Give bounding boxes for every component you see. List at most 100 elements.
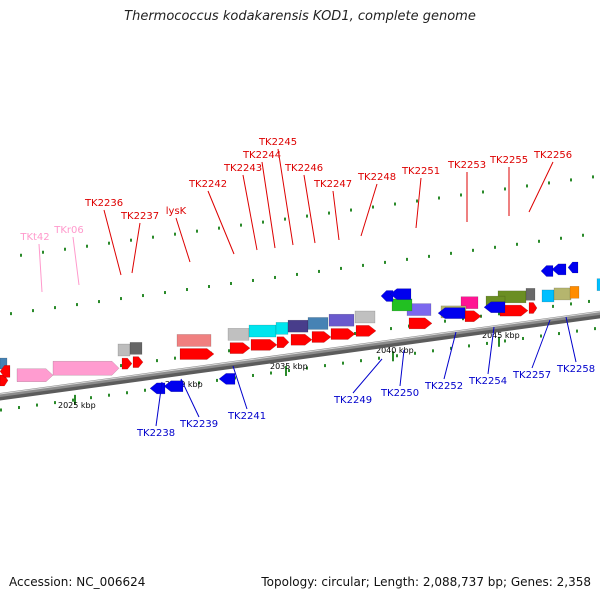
tick-minor — [270, 371, 272, 375]
forward-gene-arrow — [499, 304, 529, 317]
forward-gene-label: TK2236 — [84, 198, 123, 209]
tick-minor — [462, 317, 464, 321]
tick-minor — [306, 214, 308, 218]
leader-line — [528, 161, 554, 213]
tick-minor — [460, 193, 462, 197]
map-title: Thermococcus kodakarensis KOD1, complete… — [124, 9, 476, 24]
tick-minor — [396, 354, 398, 358]
gene-labels: TK2236 TK2237 lysK TK2242 TK2243 TK2244 TK2245… — [19, 137, 595, 439]
reverse-gene-label: TK2252 — [424, 381, 463, 392]
domain-box — [117, 343, 131, 357]
tick-minor — [570, 178, 572, 182]
tick-minor — [18, 406, 20, 410]
forward-gene-label: TK2246 — [284, 163, 323, 174]
reverse-gene-arrow — [483, 301, 506, 314]
tick-minor — [582, 233, 584, 237]
tick-minor — [164, 291, 166, 295]
tick-major — [498, 336, 500, 347]
tick-minor — [504, 187, 506, 191]
tick-minor — [372, 205, 374, 209]
tick-minor — [174, 356, 176, 360]
forward-gene-arrow — [250, 339, 278, 351]
tick-minor — [522, 336, 524, 340]
domain-box — [248, 324, 277, 338]
tick-minor — [350, 208, 352, 212]
tick-minor — [416, 199, 418, 203]
rna-gene-label: TKr06 — [53, 225, 84, 236]
scale-label: 2040 kbp — [376, 346, 414, 355]
forward-gene-label: TK2243 — [223, 163, 262, 174]
domain-box — [129, 342, 143, 355]
tick-minor — [384, 260, 386, 264]
tick-minor — [378, 356, 380, 360]
tick-minor — [216, 378, 218, 382]
tick-minor — [10, 312, 12, 316]
tick-minor — [548, 181, 550, 185]
leader-line — [277, 148, 294, 246]
reverse-gene-arrow — [389, 288, 412, 300]
domain-box — [596, 278, 600, 291]
rna-gene-arrow — [52, 360, 120, 376]
genome-backbone — [0, 310, 600, 401]
leader-line — [487, 326, 495, 375]
tick-minor — [274, 275, 276, 279]
reverse-gene-arrow — [149, 382, 166, 395]
forward-gene-arrow — [179, 348, 215, 360]
tick-minor — [262, 220, 264, 224]
forward-gene-arrow — [355, 325, 377, 337]
tick-minor — [538, 239, 540, 243]
tick-minor — [72, 398, 74, 402]
backbone-line — [0, 310, 600, 398]
domain-box — [354, 310, 376, 324]
gene-arrows — [0, 261, 579, 395]
tick-major — [74, 394, 76, 405]
tick-minor — [540, 334, 542, 338]
leader-line — [415, 177, 422, 229]
tick-minor — [144, 388, 146, 392]
tick-minor — [552, 304, 554, 308]
leader-line — [207, 190, 235, 255]
tick-minor — [98, 300, 100, 304]
reverse-gene-label: TK2254 — [468, 376, 507, 387]
tick-minor — [42, 250, 44, 254]
leader-line — [242, 174, 258, 251]
leader-line — [261, 161, 276, 249]
leader-line — [332, 190, 340, 241]
forward-gene-arrow — [132, 356, 144, 368]
topology-text: Topology: circular; Length: 2,088,737 bp… — [261, 575, 591, 589]
tick-minor — [32, 309, 34, 313]
tick-minor — [354, 332, 356, 336]
tick-minor — [318, 269, 320, 273]
tick-minor — [570, 302, 572, 306]
leader-line — [38, 243, 43, 293]
tick-minor — [186, 288, 188, 292]
label-leaders — [38, 148, 577, 427]
tick-minor — [252, 373, 254, 377]
tick-minor — [342, 361, 344, 365]
leader-line — [155, 381, 163, 427]
tick-minor — [20, 253, 22, 257]
tick-minor — [394, 202, 396, 206]
reverse-gene-label: TK2257 — [512, 370, 551, 381]
tick-minor — [362, 263, 364, 267]
tick-minor — [438, 196, 440, 200]
tick-minor — [588, 299, 590, 303]
tick-minor — [240, 223, 242, 227]
reverse-gene-label: TK2250 — [380, 388, 419, 399]
tick-minor — [90, 396, 92, 400]
domain-box — [307, 317, 329, 330]
forward-gene-label: TK2255 — [489, 155, 528, 166]
tick-minor — [504, 339, 506, 343]
scale-label: 2025 kbp — [58, 401, 96, 410]
tick-minor — [218, 226, 220, 230]
tick-minor — [228, 349, 230, 353]
forward-gene-label: TK2251 — [401, 166, 440, 177]
forward-gene-label: TK2244 — [242, 150, 281, 161]
domain-box — [553, 287, 572, 301]
reverse-gene-arrow — [540, 265, 554, 277]
backbone-highlight — [0, 311, 600, 395]
tick-minor — [152, 235, 154, 239]
tick-minor — [120, 297, 122, 301]
leader-line — [72, 236, 80, 286]
